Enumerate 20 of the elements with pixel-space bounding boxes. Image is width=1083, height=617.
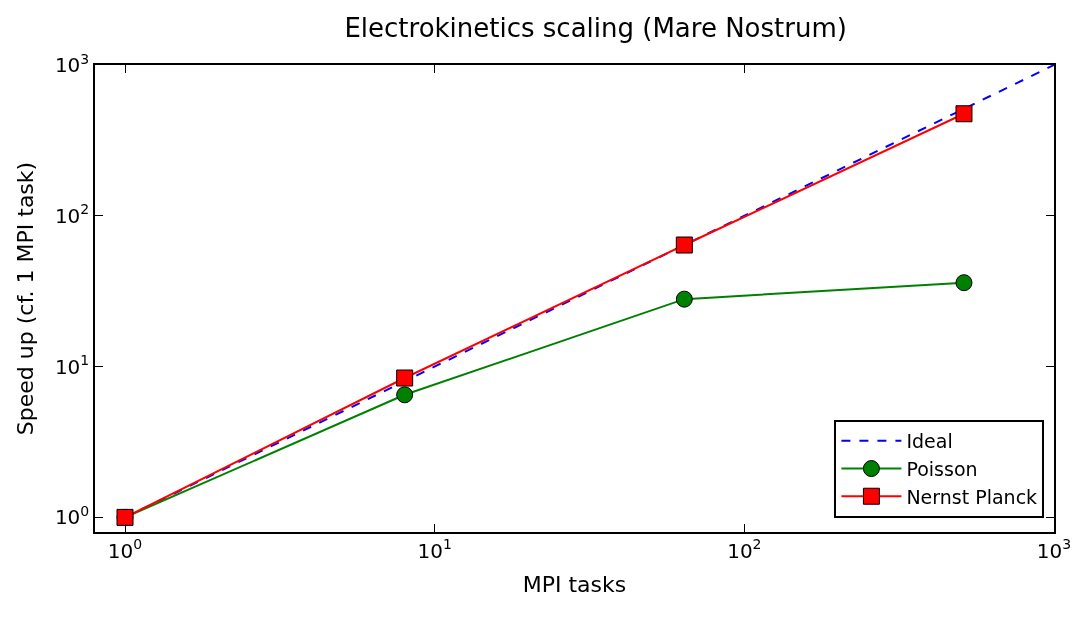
- y-tick-label: 10$^{0}$: [54, 502, 90, 530]
- point: [955, 105, 973, 123]
- point: [955, 274, 973, 292]
- y-tick-label: 10$^{3}$: [54, 50, 90, 77]
- x-tick-label: 10$^{3}$: [1036, 536, 1072, 563]
- chart-title: Electrokinetics scaling (Mare Nostrum): [344, 12, 847, 43]
- point: [396, 369, 414, 387]
- x-tick-label: 10$^{0}$: [107, 536, 143, 563]
- x-tick-label: 10$^{1}$: [417, 536, 452, 563]
- y-tick-label: 10$^{1}$: [54, 352, 90, 379]
- x-axis-title: MPI tasks: [522, 572, 627, 598]
- point: [396, 386, 414, 404]
- point: [675, 290, 693, 308]
- legend-label: Nernst Planck: [906, 485, 1038, 508]
- x-tick-label: 10$^{2}$: [727, 536, 762, 563]
- legend-label: Ideal: [906, 430, 953, 453]
- y-axis-title: Speed up (cf. 1 MPI task): [13, 161, 39, 436]
- y-tick-label: 10$^{2}$: [54, 201, 90, 228]
- point: [675, 236, 693, 254]
- legend-label: Poisson: [906, 457, 978, 480]
